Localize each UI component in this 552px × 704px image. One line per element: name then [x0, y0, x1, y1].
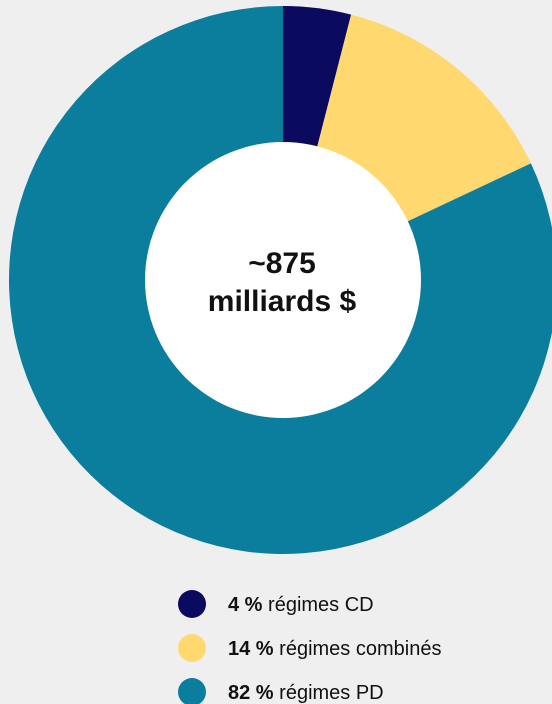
legend-label-cd: 4 % régimes CD — [228, 594, 374, 616]
legend-name-pd: régimes PD — [279, 682, 384, 704]
legend-swatch-pd — [178, 678, 206, 704]
legend-value-combined: 14 % — [228, 638, 274, 660]
legend-label-combined: 14 % régimes combinés — [228, 638, 441, 660]
legend-name-combined: régimes combinés — [279, 638, 442, 660]
legend-value-cd: 4 % — [228, 594, 263, 616]
legend-label-pd: 82 % régimes PD — [228, 682, 384, 704]
center-total-unit: milliards $ — [207, 285, 357, 318]
legend-swatch-combined — [178, 634, 206, 662]
legend-swatch-cd — [178, 590, 206, 618]
legend-name-cd: régimes CD — [268, 594, 374, 616]
donut-hole — [145, 142, 421, 418]
center-total-value: ~875 — [248, 247, 316, 280]
legend-value-pd: 82 % — [228, 682, 274, 704]
